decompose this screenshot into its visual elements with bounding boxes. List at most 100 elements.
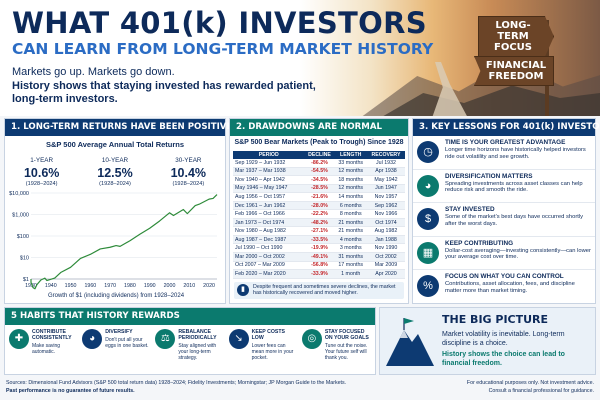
bar-chart-icon: ▮ xyxy=(237,284,249,297)
calendar-dollar-icon: ▦ xyxy=(417,241,439,264)
cell-period: May 1946 – May 1947 xyxy=(233,184,305,194)
panel-long-term-returns: 1. LONG-TERM RETURNS HAVE BEEN POSITIVE … xyxy=(4,118,232,304)
habit-title: STAY FOCUSED ON YOUR GOALS xyxy=(324,329,369,341)
cell-length: 14 months xyxy=(334,192,367,202)
scale-icon: ⚖ xyxy=(155,329,176,349)
panel-heading: 1. LONG-TERM RETURNS HAVE BEEN POSITIVE xyxy=(5,119,232,136)
cell-length: 6 months xyxy=(334,201,367,211)
table-row: Jul 1990 – Oct 1990 -19.9% 3 months Nov 199… xyxy=(233,243,405,253)
table-header-row: PERIOD DECLINE LENGTH RECOVERY xyxy=(233,150,405,159)
x-tick-label: 1980 xyxy=(124,283,136,289)
lesson-title: DIVERSIFICATION MATTERS xyxy=(445,172,533,180)
stat-label: 30-YEAR xyxy=(175,157,202,164)
cell-length: 12 months xyxy=(334,184,367,194)
lesson-body: Contributions, asset allocation, fees, a… xyxy=(445,281,575,294)
y-tick-label: $10,000 xyxy=(9,191,29,197)
cell-period: Mar 1937 – Mar 1938 xyxy=(233,167,305,177)
cell-length: 31 months xyxy=(334,252,367,262)
table-row: Feb 2020 – Mar 2020 -33.9% 1 month Apr 2020 xyxy=(233,269,405,279)
cell-recovery: May 1942 xyxy=(366,175,405,185)
habit-body: Make saving automatic. xyxy=(32,343,61,355)
lesson-body: Longer time horizons have historically h… xyxy=(445,147,586,160)
panel-key-lessons: 3. KEY LESSONS FOR 401(k) INVESTORS ◷ TIM… xyxy=(412,118,600,304)
cell-recovery: Apr 2020 xyxy=(366,269,405,279)
disclaimer-text: Past performance is no guarantee of futu… xyxy=(6,388,135,394)
lesson-item: ◕ DIVERSIFICATION MATTERS Spreading invest… xyxy=(413,170,595,203)
panel-drawdowns: 2. DRAWDOWNS ARE NORMAL S&P 500 Bear Mar… xyxy=(229,118,409,304)
cell-recovery: Oct 1974 xyxy=(366,218,405,228)
cell-period: Dec 1961 – Jun 1962 xyxy=(233,201,305,211)
down-trend-icon: ↘ xyxy=(228,329,249,349)
big-picture-heading: THE BIG PICTURE xyxy=(442,313,549,326)
bear-markets-table: PERIOD DECLINE LENGTH RECOVERY Sep 1929 … xyxy=(233,150,405,279)
habit-title: CONTRIBUTE CONSISTENTLY xyxy=(32,329,72,341)
growth-series-line xyxy=(30,194,218,290)
lesson-title: FOCUS ON WHAT YOU CAN CONTROL xyxy=(445,273,564,280)
cell-recovery: Nov 1990 xyxy=(366,243,405,253)
cell-recovery: Aug 1982 xyxy=(366,226,405,236)
mountain-flag-icon xyxy=(386,318,434,366)
cell-decline: -28.5% xyxy=(304,184,335,194)
cell-period: Mar 2000 – Oct 2002 xyxy=(233,252,305,262)
table-body: Sep 1929 – Jun 1932 -86.2% 33 months Jul 19… xyxy=(233,158,405,279)
stat-10-year: 10-YEAR 12.5% (1928–2024) xyxy=(97,157,132,187)
habits-row: ✚ CONTRIBUTE CONSISTENTLY Make saving auto… xyxy=(5,325,375,361)
lesson-title: TIME IS YOUR GREATEST ADVANTAGE xyxy=(445,139,566,146)
cell-length: 18 months xyxy=(334,175,367,185)
sign-long-term-focus: LONG-TERM FOCUS xyxy=(478,16,554,57)
table-row: Nov 1980 – Aug 1982 -27.1% 21 months Aug 19… xyxy=(233,226,405,236)
col-header-length: LENGTH xyxy=(334,150,367,159)
habit-body: Tune out the noise. Your future self wil… xyxy=(324,343,368,361)
cell-length: 17 months xyxy=(334,261,367,271)
lesson-item: $ STAY INVESTED Some of the market's best … xyxy=(413,203,595,237)
cell-length: 12 months xyxy=(334,167,367,177)
col-header-decline: DECLINE xyxy=(304,150,335,159)
big-picture-box: THE BIG PICTURE Market volatility is ine… xyxy=(379,307,596,375)
cell-decline: -27.1% xyxy=(304,226,335,236)
table-row: Sep 1929 – Jun 1932 -86.2% 33 months Jul 19… xyxy=(233,158,405,168)
panel-heading: 5 HABITS THAT HISTORY REWARDS xyxy=(5,308,375,325)
stat-range: (1928–2024) xyxy=(25,181,58,187)
cell-decline: -54.5% xyxy=(304,167,335,177)
cell-decline: -19.9% xyxy=(304,243,335,253)
cell-period: Nov 1980 – Aug 1982 xyxy=(233,226,305,236)
cell-decline: -22.2% xyxy=(304,209,335,219)
cell-length: 21 months xyxy=(334,218,367,228)
x-tick-label: 1990 xyxy=(144,283,156,289)
target-icon: ◎ xyxy=(301,329,322,349)
clock-icon: ◷ xyxy=(417,141,439,163)
cell-recovery: Mar 2009 xyxy=(366,261,405,271)
cell-period: Feb 2020 – Mar 2020 xyxy=(233,269,305,279)
lesson-item: % FOCUS ON WHAT YOU CAN CONTROL Contributi… xyxy=(413,270,595,304)
cell-length: 1 month xyxy=(334,269,367,279)
pie-chart-icon: ◕ xyxy=(82,329,103,349)
piggy-bank-icon: ✚ xyxy=(9,329,29,349)
table-row: Aug 1987 – Dec 1987 -33.5% 4 months Jan 198… xyxy=(233,235,405,245)
habit-title: DIVERSIFY xyxy=(105,329,133,335)
stat-1-year: 1-YEAR 10.6% (1928–2024) xyxy=(24,157,59,187)
stat-range: (1928–2024) xyxy=(172,181,205,187)
chart-footnote: Growth of $1 (including dividends) from … xyxy=(47,293,185,299)
lesson-body: Spreading investments across asset class… xyxy=(445,180,583,194)
header-banner: WHAT 401(k) INVESTORS CAN LEARN FROM LON… xyxy=(0,0,600,116)
table-row: Nov 1940 – Apr 1942 -34.5% 18 months May 19… xyxy=(233,175,405,185)
habit-title: REBALANCE PERIODICALLY xyxy=(178,329,217,341)
panel-heading: 2. DRAWDOWNS ARE NORMAL xyxy=(230,119,408,136)
cell-period: Aug 1987 – Dec 1987 xyxy=(233,235,305,245)
habit-body: Stay aligned with your long-term strateg… xyxy=(178,343,217,361)
stat-value: 12.5% xyxy=(97,166,133,180)
lesson-body: Dollar-cost averaging—investing consiste… xyxy=(445,247,591,261)
sign-financial-freedom: FINANCIAL FREEDOM xyxy=(474,56,554,86)
cell-decline: -48.2% xyxy=(304,218,335,228)
table-row: Mar 1937 – Mar 1938 -54.5% 12 months Apr 19… xyxy=(233,167,405,177)
table-row: Feb 1966 – Oct 1966 -22.2% 8 months Nov 196… xyxy=(233,209,405,219)
x-tick-label: 1930 xyxy=(25,283,37,289)
x-tick-label: 1940 xyxy=(45,283,57,289)
cell-decline: -28.0% xyxy=(304,201,335,211)
cell-period: Feb 1966 – Oct 1966 xyxy=(233,209,305,219)
lesson-body: Some of the market's best days have occu… xyxy=(445,214,584,227)
table-row: Oct 2007 – Mar 2009 -56.8% 17 months Mar 20… xyxy=(233,261,405,271)
cell-decline: -33.9% xyxy=(304,269,335,279)
cell-period: Jul 1990 – Oct 1990 xyxy=(233,243,305,253)
x-tick-label: 2020 xyxy=(203,283,215,289)
